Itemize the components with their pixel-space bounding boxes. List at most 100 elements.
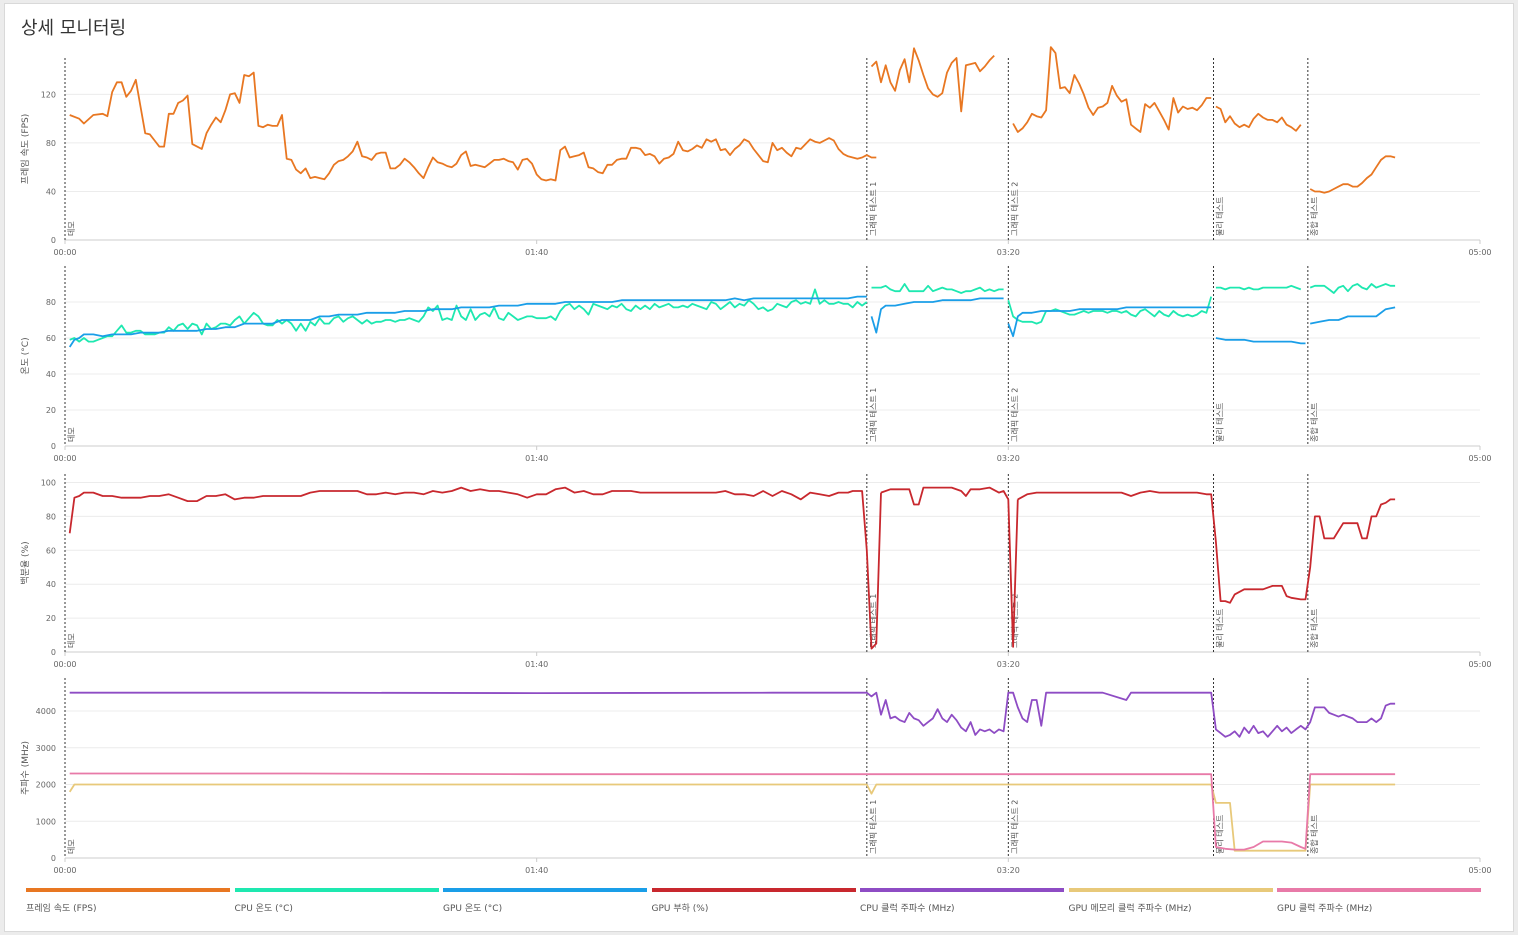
y-tick-label: 2000 <box>36 781 56 790</box>
series-line <box>1310 306 1396 325</box>
y-tick-label: 3000 <box>36 744 56 753</box>
test-marker-label: 물리 테스트 <box>1216 403 1225 442</box>
series-line <box>1012 46 1212 133</box>
y-tick-label: 1000 <box>36 817 56 826</box>
legend-item[interactable]: GPU 부하 (%) <box>651 888 856 924</box>
series-line <box>880 486 1019 648</box>
y-tick-label: 80 <box>46 512 56 521</box>
y-tick-label: 100 <box>41 478 56 487</box>
x-tick-label: 05:00 <box>1468 660 1491 669</box>
chart-panel-3: 0 20 40 60 80 100 00:00 01:40 03:20 05:00 백분율 (%) 데… <box>20 474 1492 669</box>
x-tick-label: 00:00 <box>53 660 76 669</box>
y-tick-label: 20 <box>46 406 56 415</box>
y-axis-label: 백분율 (%) <box>20 541 31 584</box>
series-line <box>870 297 1004 334</box>
y-tick-label: 40 <box>46 187 56 196</box>
chart-panel-1: 0 40 80 120 00:00 01:40 03:20 05:00 프레임 속도 (FPS)… <box>19 46 1492 257</box>
x-tick-label: 00:00 <box>53 454 76 463</box>
y-tick-label: 0 <box>51 854 56 863</box>
series-line <box>1215 284 1302 291</box>
legend-item[interactable]: CPU 온도 (°C) <box>234 888 439 924</box>
chart-panel-2: 0 20 40 60 80 00:00 01:40 03:20 05:00 온도 (°C) 데모 그래… <box>20 266 1492 463</box>
y-tick-label: 0 <box>51 442 56 451</box>
test-marker-label: 물리 테스트 <box>1216 197 1225 236</box>
legend-label: CPU 온도 (°C) <box>234 904 293 914</box>
y-axis-label: 주파수 (MHz) <box>20 741 31 795</box>
y-axis-label: 온도 (°C) <box>20 337 31 374</box>
series-line <box>1215 105 1302 132</box>
y-tick-label: 40 <box>46 370 56 379</box>
legend-color-bar <box>1068 888 1273 892</box>
y-tick-label: 80 <box>46 298 56 307</box>
legend-item[interactable]: 프레임 속도 (FPS) <box>26 888 230 924</box>
series-line <box>1309 283 1396 294</box>
test-marker-label: 물리 테스트 <box>1216 609 1225 648</box>
x-tick-label: 00:00 <box>53 866 76 875</box>
series-line <box>1007 306 1212 338</box>
series-line <box>1017 490 1396 604</box>
test-marker-label: 데모 <box>67 221 76 236</box>
series-line <box>69 288 868 343</box>
test-marker-label: 종합 테스트 <box>1310 197 1319 236</box>
test-marker-label: 데모 <box>67 427 76 442</box>
test-marker-label: 종합 테스트 <box>1310 815 1319 854</box>
x-tick-label: 01:40 <box>525 660 548 669</box>
x-tick-label: 03:20 <box>997 866 1020 875</box>
test-marker-label: 종합 테스트 <box>1310 403 1319 442</box>
test-marker-label: 데모 <box>67 633 76 648</box>
test-marker-label: 종합 테스트 <box>1310 609 1319 648</box>
y-tick-label: 0 <box>51 648 56 657</box>
monitoring-panel: 상세 모니터링 <box>4 3 1514 932</box>
legend-item[interactable]: GPU 클럭 주파수 (MHz) <box>1277 888 1481 924</box>
test-marker-label: 물리 테스트 <box>1216 815 1225 854</box>
series-line <box>1215 337 1306 345</box>
series-line <box>1007 296 1213 325</box>
series-line <box>69 691 1396 738</box>
legend-color-bar <box>234 888 439 892</box>
x-tick-label: 01:40 <box>525 866 548 875</box>
series-line <box>1309 155 1396 194</box>
x-tick-label: 05:00 <box>1468 454 1491 463</box>
x-tick-label: 00:00 <box>53 248 76 257</box>
y-tick-label: 20 <box>46 614 56 623</box>
legend-item[interactable]: GPU 메모리 클럭 주파수 (MHz) <box>1068 888 1273 924</box>
legend-label: CPU 클럭 주파수 (MHz) <box>860 904 955 914</box>
x-tick-label: 03:20 <box>997 660 1020 669</box>
series-line <box>69 71 877 182</box>
y-tick-label: 80 <box>46 139 56 148</box>
legend-item[interactable]: CPU 클럭 주파수 (MHz) <box>860 888 1064 924</box>
chart-panel-4: 0 1000 2000 3000 4000 00:00 01:40 03:20 05:00 주파수… <box>20 678 1492 875</box>
y-tick-label: 4000 <box>36 707 56 716</box>
series-line <box>69 772 1396 851</box>
test-marker-label: 그래픽 테스트 2 <box>1009 182 1019 236</box>
test-marker-label: 그래픽 테스트 2 <box>1009 800 1019 854</box>
series-line <box>68 295 867 348</box>
legend-color-bar <box>26 888 230 892</box>
chart-legend: 프레임 속도 (FPS) CPU 온도 (°C) GPU 온도 (°C) GPU 부하… <box>26 888 1486 924</box>
y-tick-label: 40 <box>46 580 56 589</box>
legend-label: 프레임 속도 (FPS) <box>26 904 97 914</box>
x-tick-label: 01:40 <box>525 454 548 463</box>
test-marker-label: 그래픽 테스트 2 <box>1009 388 1019 442</box>
test-marker-label: 그래픽 테스트 1 <box>868 182 878 236</box>
legend-label: GPU 부하 (%) <box>651 904 709 914</box>
page-title: 상세 모니터링 <box>21 18 127 39</box>
y-tick-label: 60 <box>46 546 56 555</box>
legend-item[interactable]: GPU 온도 (°C) <box>443 888 647 924</box>
legend-label: GPU 클럭 주파수 (MHz) <box>1277 904 1373 914</box>
test-marker-label: 그래픽 테스트 1 <box>868 594 878 648</box>
x-tick-label: 03:20 <box>997 248 1020 257</box>
x-tick-label: 01:40 <box>525 248 548 257</box>
series-line <box>871 283 1004 294</box>
legend-label: GPU 메모리 클럭 주파수 (MHz) <box>1068 904 1192 914</box>
legend-color-bar <box>1277 888 1481 892</box>
y-tick-label: 120 <box>41 90 56 99</box>
test-marker-label: 그래픽 테스트 1 <box>868 800 878 854</box>
y-tick-label: 0 <box>51 236 56 245</box>
x-tick-label: 03:20 <box>997 454 1020 463</box>
test-marker-label: 그래픽 테스트 1 <box>868 388 878 442</box>
legend-color-bar <box>651 888 856 892</box>
x-tick-label: 05:00 <box>1468 866 1491 875</box>
legend-color-bar <box>443 888 647 892</box>
